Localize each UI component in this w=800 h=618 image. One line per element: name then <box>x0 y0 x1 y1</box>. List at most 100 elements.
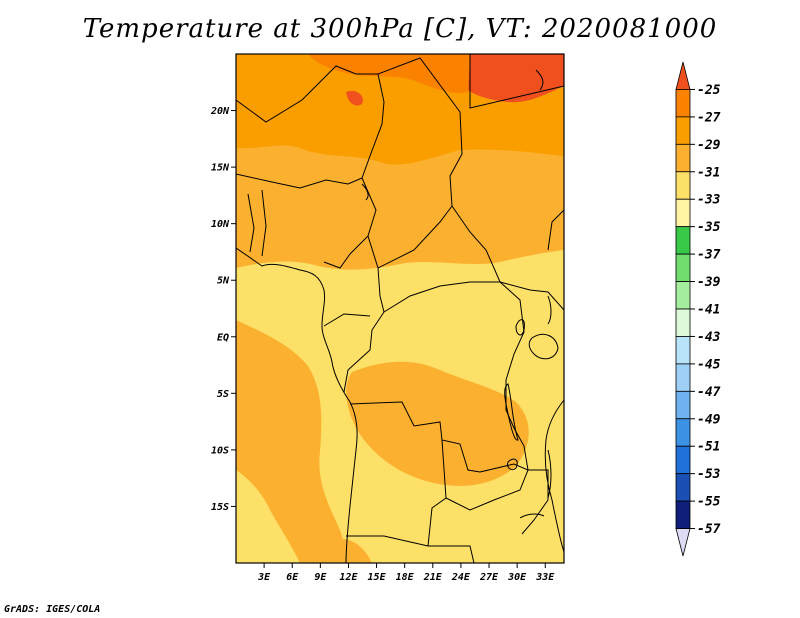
colorbar-bottom-triangle <box>675 528 691 557</box>
lon-tick-label: 33E <box>535 572 555 583</box>
border-nigeria-cameroon <box>323 177 377 269</box>
lake-mweru <box>507 458 518 471</box>
colorbar-label: -33 <box>697 193 721 208</box>
border-west-africa-small-2 <box>261 189 267 257</box>
border-congo-drc <box>343 311 385 393</box>
lon-tick-label: 27E <box>479 572 499 583</box>
colorbar-swatch <box>675 473 691 502</box>
border-car-drc <box>383 281 500 313</box>
lon-tick-label: 18E <box>396 572 415 583</box>
border-niger-nigeria <box>236 173 363 189</box>
colorbar-swatch <box>675 445 691 475</box>
colorbar-swatch <box>675 336 691 365</box>
colorbar-swatch <box>675 253 691 282</box>
colorbar-label: -47 <box>697 385 721 400</box>
lake-albert <box>515 319 525 336</box>
colorbar-swatch <box>675 198 691 228</box>
colorbar-top-triangle <box>675 61 691 90</box>
lat-tick-label: 15S <box>211 502 229 513</box>
colorbar-label: -55 <box>697 495 721 510</box>
colorbar-label: -43 <box>697 330 721 345</box>
border-chad-sudan <box>449 153 501 283</box>
country-borders <box>236 54 564 563</box>
colorbar-swatch <box>675 390 691 420</box>
latitude-ticks: 20N 15N 10N 5N EQ 5S 10S 15S <box>210 106 236 513</box>
border-namibia-botswana <box>428 545 475 563</box>
colorbar-swatch <box>675 143 691 173</box>
border-libya-chad <box>377 57 463 155</box>
lat-tick-label: 10N <box>211 219 230 230</box>
colorbar-swatch <box>675 171 691 200</box>
colorbar-label: -57 <box>697 522 721 537</box>
lon-tick-label: 3E <box>257 572 271 583</box>
border-egypt-sudan <box>469 54 564 109</box>
colorbar-label: -45 <box>697 357 721 372</box>
colorbar-label: -51 <box>697 440 720 455</box>
map-frame <box>235 53 565 564</box>
border-sudan-ethiopia <box>547 209 564 251</box>
longitude-ticks: 3E 6E 9E 12E 15E 18E 21E 24E 27E 30E 33E <box>257 563 555 583</box>
lon-tick-label: 12E <box>339 572 358 583</box>
field-blob-central <box>346 361 529 486</box>
border-drc-east <box>499 281 529 471</box>
colorbar-swatch <box>675 226 691 255</box>
coastline-west-africa <box>236 247 358 563</box>
border-west-africa-small <box>247 193 255 253</box>
lake-victoria <box>528 333 559 360</box>
border-car-sudan <box>377 205 453 269</box>
lake-malawi <box>547 449 552 499</box>
lon-tick-label: 21E <box>423 572 443 583</box>
border-zambia <box>445 463 529 511</box>
field-very-warm-north <box>308 54 470 93</box>
lon-tick-label: 9E <box>314 572 327 583</box>
border-gabon <box>323 313 371 327</box>
field-patch-north <box>346 90 363 106</box>
lake-tanganyika <box>504 383 519 441</box>
lon-tick-label: 30E <box>507 572 527 583</box>
border-algeria-niger <box>361 101 385 179</box>
colorbar-label: -35 <box>697 220 721 235</box>
colorbar-label: -41 <box>697 303 720 318</box>
colorbar-swatch <box>675 281 691 310</box>
lake-chad <box>361 183 369 201</box>
field-cool-southwest <box>236 470 300 563</box>
lat-tick-label: 5S <box>217 389 229 400</box>
border-south-sudan-uganda <box>499 281 564 311</box>
colorbar-swatch <box>675 500 691 529</box>
lake-turkana <box>547 295 552 325</box>
lon-tick-label: 15E <box>368 572 387 583</box>
colorbar-swatch <box>675 89 691 118</box>
lon-tick-label: 24E <box>451 572 471 583</box>
lat-tick-label: 5N <box>217 276 230 287</box>
colorbar-label: -53 <box>697 467 721 482</box>
colorbar-label: -25 <box>697 83 721 98</box>
colorbar-swatch <box>675 308 691 337</box>
chart-title: Temperature at 300hPa [C], VT: 202008100… <box>82 14 718 44</box>
lon-tick-label: 6E <box>286 572 299 583</box>
lat-tick-label: EQ <box>217 332 229 343</box>
field-warm-south <box>330 539 372 563</box>
border-cameroon-car <box>367 235 385 313</box>
lake-nasser <box>535 69 544 91</box>
lake-kariba <box>519 513 545 519</box>
lakes <box>361 69 559 519</box>
field-very-warm-northeast <box>468 54 564 103</box>
border-mozambique <box>521 469 549 535</box>
colorbar-label: -39 <box>697 275 721 290</box>
colorbar-label: -31 <box>697 165 720 180</box>
colorbar-label: -29 <box>697 138 721 153</box>
colorbar-label: -37 <box>697 248 721 263</box>
colorbar-swatch <box>675 418 691 447</box>
credit-text: GrADS: IGES/COLA <box>4 604 101 615</box>
colorbar-label: -27 <box>697 110 721 125</box>
colorbar-swatch <box>675 363 691 392</box>
temperature-field <box>236 54 564 563</box>
border-angola-zambia <box>427 439 447 547</box>
lat-tick-label: 20N <box>210 106 230 117</box>
lat-tick-label: 10S <box>211 445 229 456</box>
lat-tick-label: 15N <box>211 163 230 174</box>
colorbar-label: -49 <box>697 412 721 427</box>
border-angola-namibia <box>346 535 429 547</box>
colorbar-swatch <box>675 116 691 145</box>
